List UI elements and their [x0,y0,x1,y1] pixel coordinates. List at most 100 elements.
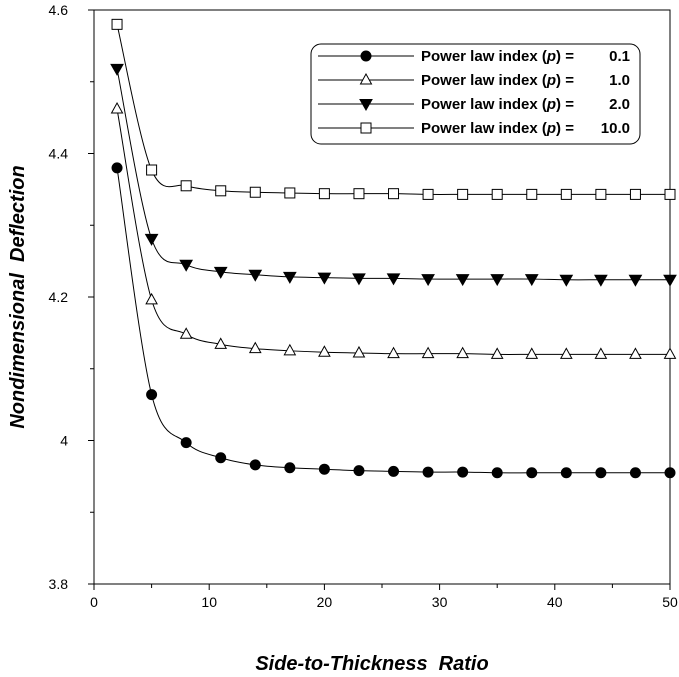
data-point [490,347,504,359]
legend-value: 0.1 [609,48,630,65]
legend-box [310,43,641,145]
data-point [318,345,331,357]
data-point [111,162,123,174]
data-point [664,467,676,479]
data-point [179,327,193,339]
series-10.0 [111,18,676,200]
x-tick-label: 40 [547,594,563,610]
series-layer [110,18,677,479]
data-point [248,269,263,282]
data-point [457,466,469,478]
x-tick-label: 20 [317,594,333,610]
series-2.0 [110,63,677,287]
data-point [559,347,573,359]
data-point [525,347,539,359]
data-point [526,188,538,200]
data-point [180,437,192,449]
data-point [628,274,643,287]
data-point [144,233,159,246]
data-point [214,337,228,349]
data-point [491,188,503,200]
data-point [421,274,435,287]
data-point [284,187,296,199]
data-point [594,274,608,287]
legend-label: Power law index (p) = [421,120,574,137]
data-point [526,467,538,479]
series-line [116,167,670,474]
legend-entry: Power law index (p) = 2.0 [318,96,630,113]
data-point [146,164,158,176]
data-point [318,188,330,200]
data-point [388,188,400,200]
data-point [388,465,400,477]
y-tick-label: 3.8 [49,576,69,592]
data-point [283,343,297,356]
data-point [629,467,641,479]
x-axis: 0 10 20 30 40 50 [90,584,678,610]
data-point [455,274,470,287]
data-point [560,188,572,200]
data-point [215,185,227,197]
data-point [422,466,434,478]
data-point [629,347,642,359]
data-point [663,274,677,287]
data-point [629,188,641,200]
data-point [145,292,158,305]
legend-entry: Power law index (p) = 1.0 [318,72,630,89]
y-tick-label: 4.2 [49,289,69,305]
data-point [146,389,158,401]
data-point [110,63,124,76]
data-point [457,188,469,200]
data-point [282,271,297,284]
y-tick-label: 4.4 [49,146,69,162]
y-tick-label: 4 [60,433,68,449]
data-point [353,465,365,477]
legend-label: Power law index (p) = [421,48,574,65]
data-point [559,274,574,287]
x-tick-label: 0 [90,594,98,610]
data-point [387,346,400,359]
series-1.0 [110,101,677,359]
series-line [116,108,670,355]
legend-label: Power law index (p) = [421,72,574,89]
data-point [353,188,365,200]
legend-marker [360,122,372,134]
data-point [595,467,607,479]
series-0.1 [111,162,676,479]
legend-value: 10.0 [601,120,630,137]
legend-label: Power law index (p) = [421,96,574,113]
legend-marker [360,50,372,62]
data-point [180,180,192,192]
data-point [284,462,296,474]
x-tick-label: 30 [432,594,448,610]
data-point [490,274,505,287]
data-point [352,345,366,358]
data-point [318,463,330,475]
data-point [110,101,124,114]
data-point [249,186,261,198]
legend-value: 1.0 [609,72,630,89]
data-point [664,188,676,200]
series-line [116,24,670,195]
data-point [456,346,469,359]
x-axis-title: Side-to-Thickness Ratio [255,653,488,675]
y-tick-label: 4.6 [49,2,69,18]
data-point [491,467,503,479]
data-point [215,452,227,464]
data-point [594,347,608,359]
y-axis: 3.8 4 4.2 4.4 4.6 [49,2,94,592]
data-point [317,272,332,285]
data-point [111,18,123,30]
legend-marker [359,99,373,112]
legend-entry: Power law index (p) = 0.1 [318,48,630,65]
legend-value: 2.0 [609,96,630,113]
x-tick-label: 50 [662,594,678,610]
data-point [248,341,262,354]
data-point [560,467,572,479]
data-point [249,459,261,471]
y-axis-title: Nondimensional Deflection [7,165,29,428]
legend-marker [359,72,373,85]
data-point [663,347,677,359]
data-point [422,188,434,200]
